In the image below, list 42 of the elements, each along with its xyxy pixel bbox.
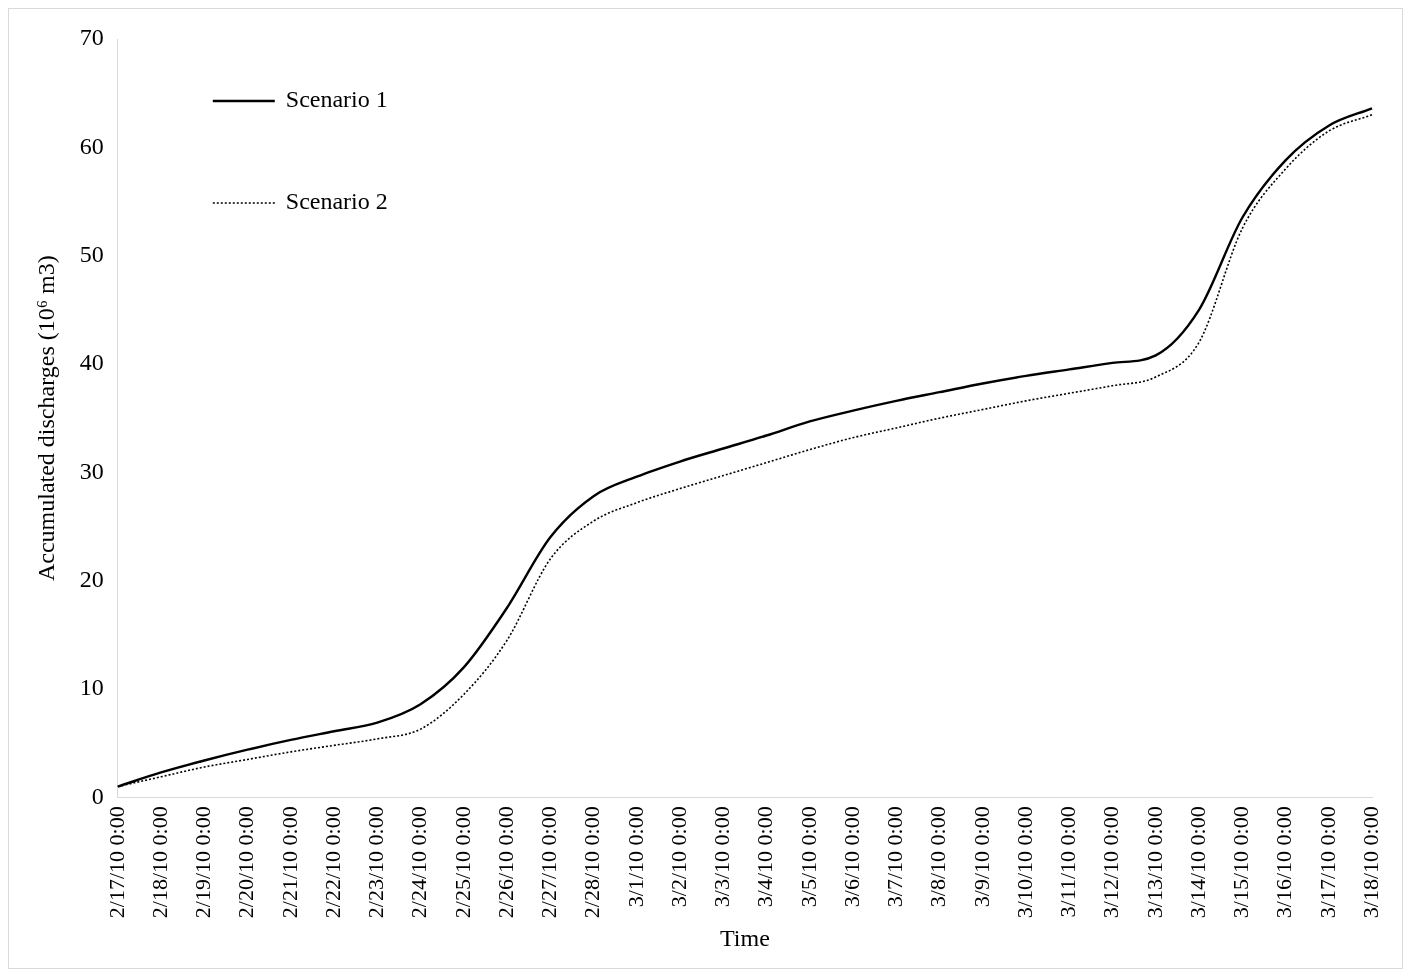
x-tick-label: 3/7/10 0:00 [882,806,908,908]
x-tick-label: 3/5/10 0:00 [795,806,821,908]
y-tick-label: 10 [79,674,104,701]
x-tick-label: 3/4/10 0:00 [752,806,778,908]
x-tick-label: 3/17/10 0:00 [1314,806,1340,919]
x-tick-label: 3/16/10 0:00 [1271,806,1297,919]
x-tick-label: 2/18/10 0:00 [146,806,172,919]
x-tick-label: 3/9/10 0:00 [968,806,994,908]
x-tick-label: 2/17/10 0:00 [103,806,129,919]
x-tick-label: 2/21/10 0:00 [276,806,302,919]
x-tick-label: 2/27/10 0:00 [536,806,562,919]
x-tick-label: 3/1/10 0:00 [622,806,648,908]
x-axis-title: Time [719,924,770,951]
x-tick-label: 3/8/10 0:00 [925,806,951,908]
x-tick-label: 2/23/10 0:00 [363,806,389,919]
x-tick-label: 3/2/10 0:00 [665,806,691,908]
x-tick-label: 3/12/10 0:00 [1098,806,1124,919]
y-tick-label: 30 [79,457,104,484]
x-tick-label: 3/11/10 0:00 [1055,806,1081,918]
x-tick-label: 2/20/10 0:00 [233,806,259,919]
x-tick-label: 3/18/10 0:00 [1357,806,1383,919]
x-tick-label: 2/26/10 0:00 [492,806,518,919]
x-tick-label: 3/3/10 0:00 [709,806,735,908]
x-tick-label: 3/15/10 0:00 [1228,806,1254,919]
y-tick-label: 0 [91,782,104,809]
x-tick-label: 3/14/10 0:00 [1184,806,1210,919]
x-tick-label: 2/22/10 0:00 [319,806,345,919]
x-tick-label: 2/24/10 0:00 [406,806,432,919]
y-axis-title: Accumulated discharges (10⁶ m3) [32,255,59,582]
x-tick-label: 3/13/10 0:00 [1141,806,1167,919]
y-tick-label: 40 [79,349,104,376]
x-tick-label: 2/19/10 0:00 [190,806,216,919]
x-tick-label: 3/10/10 0:00 [1011,806,1037,919]
y-tick-label: 50 [79,240,104,267]
y-tick-label: 70 [79,24,104,51]
x-tick-label: 2/28/10 0:00 [579,806,605,919]
y-tick-label: 60 [79,132,104,159]
legend-label: Scenario 2 [285,188,388,215]
x-tick-label: 3/6/10 0:00 [838,806,864,908]
y-tick-label: 20 [79,565,104,592]
legend-label: Scenario 1 [285,86,388,113]
x-tick-label: 2/25/10 0:00 [449,806,475,919]
